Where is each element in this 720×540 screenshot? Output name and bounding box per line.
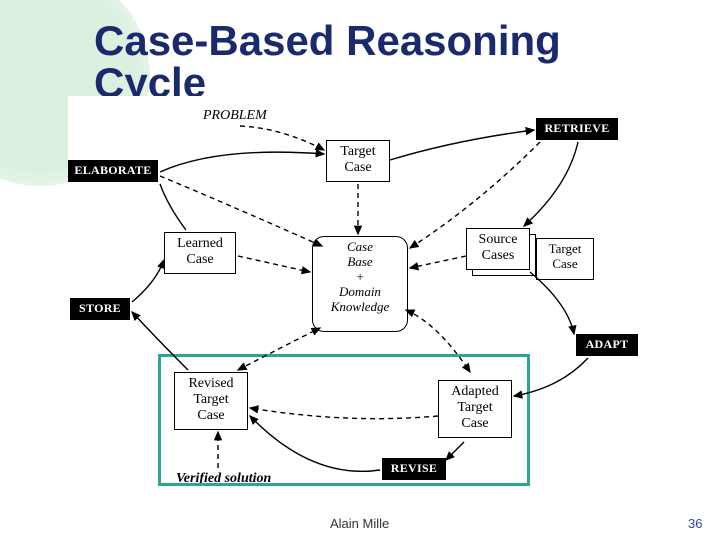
node-retrieve: RETRIEVE <box>536 118 618 140</box>
label-problem: PROBLEM <box>203 108 267 124</box>
node-learned-case: Learned Case <box>164 232 236 274</box>
text: Case <box>552 256 577 271</box>
node-store: STORE <box>70 298 130 320</box>
page-title: Case-Based Reasoning Cycle <box>94 20 561 104</box>
text: Target <box>549 241 582 256</box>
page-number: 36 <box>688 516 702 531</box>
node-source-cases: Source Cases <box>466 228 530 270</box>
text: + <box>356 269 365 284</box>
text: Source <box>479 232 518 247</box>
highlight-box <box>158 354 530 486</box>
footer-author: Alain Mille <box>330 516 389 531</box>
text: Learned <box>177 236 223 251</box>
text: Case <box>347 239 373 254</box>
node-case-base: Case Base + Domain Knowledge <box>312 236 408 332</box>
node-elaborate: ELABORATE <box>68 160 158 182</box>
text: Case <box>344 160 371 175</box>
text: Case <box>186 252 213 267</box>
node-target-case: Target Case <box>326 140 390 182</box>
slide: Case-Based Reasoning Cycle PROBLEM Verif… <box>0 0 720 540</box>
text: Target <box>340 144 375 159</box>
text: Base <box>347 254 372 269</box>
node-adapt: ADAPT <box>576 334 638 356</box>
node-target-case-2: Target Case <box>536 238 594 280</box>
text: Knowledge <box>331 299 390 314</box>
text: Cases <box>482 248 515 263</box>
text: Domain <box>339 284 381 299</box>
cbr-diagram: PROBLEM Verified solution RETRIEVE ELABO… <box>68 96 670 492</box>
title-line1: Case-Based Reasoning <box>94 17 561 64</box>
